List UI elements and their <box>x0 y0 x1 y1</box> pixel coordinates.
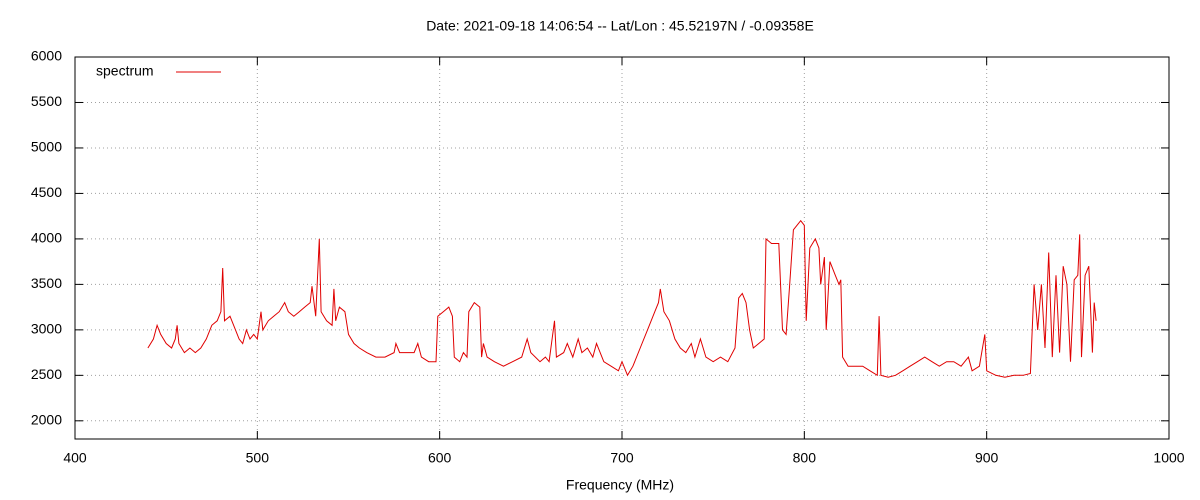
x-tick-label: 500 <box>246 450 270 466</box>
y-tick-label: 4000 <box>31 230 62 246</box>
y-tick-label: 3000 <box>31 321 62 337</box>
y-tick-label: 5500 <box>31 93 62 109</box>
spectrum-line <box>147 219 1097 378</box>
x-tick-label: 1000 <box>1153 450 1184 466</box>
x-tick-label: 800 <box>793 450 817 466</box>
y-tick-label: 4500 <box>31 184 62 200</box>
x-tick-label: 400 <box>63 450 87 466</box>
x-axis-label: Frequency (MHz) <box>566 477 674 493</box>
x-tick-label: 900 <box>975 450 999 466</box>
y-tick-label: 2000 <box>31 412 62 428</box>
legend-label: spectrum <box>96 63 154 79</box>
y-tick-label: 3500 <box>31 275 62 291</box>
x-tick-label: 700 <box>610 450 634 466</box>
y-tick-label: 6000 <box>31 48 62 64</box>
y-tick-label: 2500 <box>31 366 62 382</box>
chart-title: Date: 2021-09-18 14:06:54 -- Lat/Lon : 4… <box>426 18 814 34</box>
y-tick-label: 5000 <box>31 139 62 155</box>
plot-frame <box>74 56 1170 440</box>
x-tick-label: 600 <box>428 450 452 466</box>
